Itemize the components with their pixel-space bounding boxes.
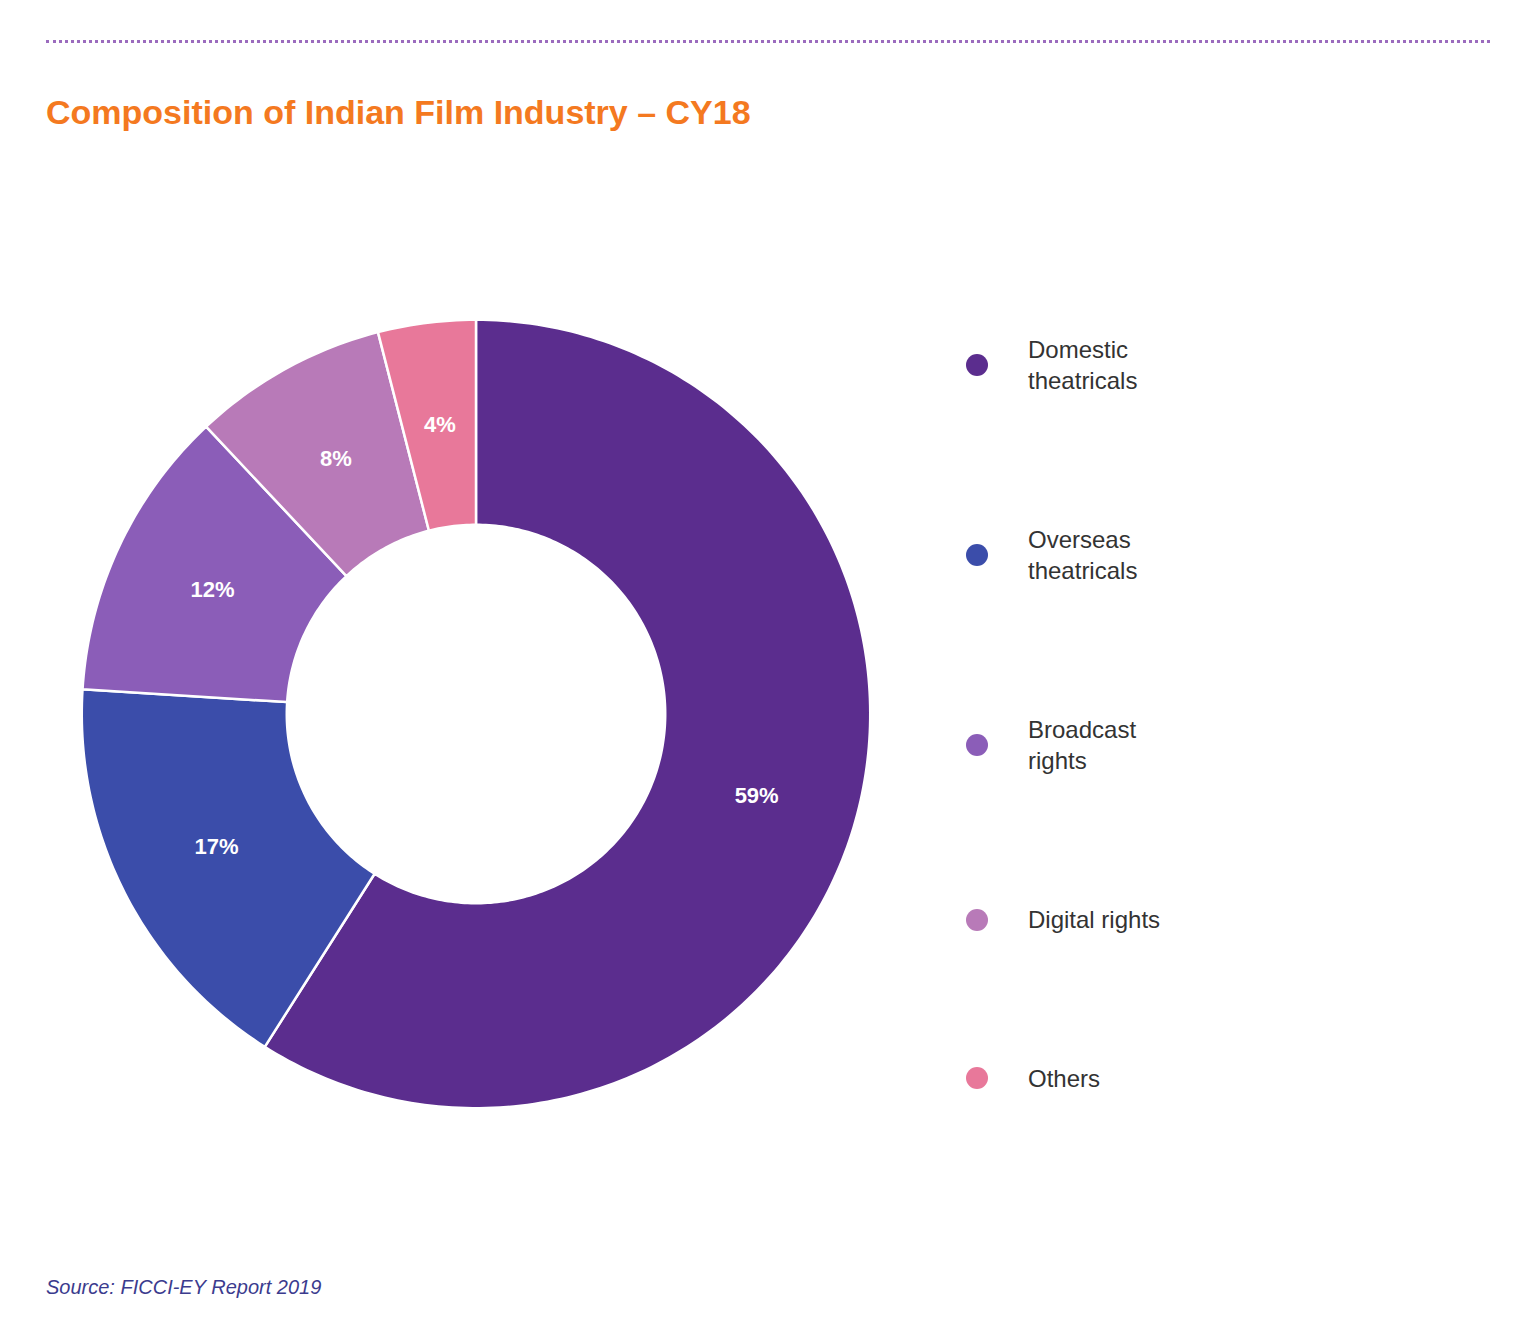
svg-text:4%: 4% — [424, 412, 456, 437]
svg-text:8%: 8% — [320, 446, 352, 471]
html-text:Source: FICCI-EY Report 2019: Source: FICCI-EY Report 2019 — [46, 1276, 322, 1298]
html-text:Others: Others — [1028, 1064, 1100, 1092]
svg-text:17%: 17% — [195, 834, 239, 859]
html-text:Digital rights: Digital rights — [1028, 906, 1160, 933]
html-text:Broadcast rights: Broadcast rights — [1028, 716, 1137, 775]
html-text:Overseas theatricals: Overseas theatricals — [1028, 526, 1138, 585]
svg-text:12%: 12% — [191, 577, 235, 602]
html-text:Composition of Indian Film Ind: Composition of Indian Film Industry – CY… — [46, 93, 751, 131]
svg-text:59%: 59% — [735, 783, 779, 808]
html-text:Domestic theatricals: Domestic theatricals — [1028, 336, 1138, 395]
